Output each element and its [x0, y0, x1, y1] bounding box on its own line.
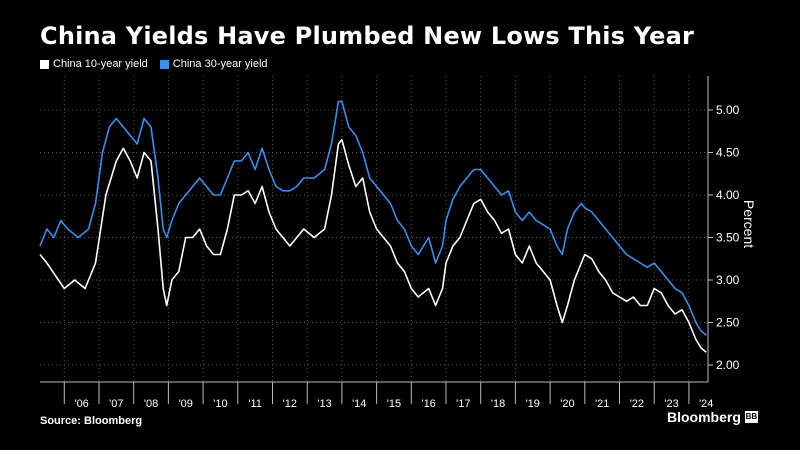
x-tick-label: '14	[352, 398, 366, 410]
y-tick-label: 2.50	[716, 316, 740, 330]
legend-swatch-30y	[159, 59, 169, 69]
y-tick-label: 4.00	[716, 188, 740, 202]
legend-swatch-10y	[40, 59, 49, 69]
legend-label-10y: China 10-year yield	[53, 58, 148, 70]
x-tick-label: '09	[179, 398, 193, 410]
x-tick-label: '06	[74, 398, 88, 410]
x-tick-label: '12	[283, 398, 297, 410]
x-tick-label: '11	[248, 398, 262, 410]
x-tick-label: '24	[699, 398, 713, 410]
y-tick-label: 2.00	[716, 358, 740, 372]
brand-mark-icon: BB	[744, 411, 758, 423]
x-tick-label: '10	[213, 398, 227, 410]
x-tick-label: '22	[630, 398, 644, 410]
legend-label-30y: China 30-year yield	[172, 58, 268, 70]
x-tick-label: '15	[387, 398, 401, 410]
series-line-30y	[39, 100, 707, 336]
x-tick-label: '21	[595, 398, 609, 410]
source-note: Source: Bloomberg	[40, 415, 143, 427]
legend: China 10-year yield China 30-year yield	[40, 58, 268, 70]
x-tick-label: '17	[456, 398, 470, 410]
x-tick-label: '18	[491, 398, 505, 410]
y-tick-label: 3.50	[716, 231, 740, 245]
x-tick-label: '16	[421, 398, 435, 410]
x-tick-label: '23	[664, 398, 678, 410]
brand-name: Bloomberg	[667, 409, 741, 425]
x-tick-label: '07	[109, 398, 123, 410]
brand-logo: Bloomberg BB	[667, 409, 758, 425]
y-tick-label: 3.00	[716, 273, 740, 287]
y-tick-label: 5.00	[716, 103, 740, 117]
legend-item-30y: China 30-year yield	[159, 58, 268, 70]
x-tick-label: '13	[317, 398, 331, 410]
x-tick-label: '19	[526, 398, 540, 410]
legend-item-10y: China 10-year yield	[40, 58, 148, 70]
y-axis-label: Percent	[741, 200, 757, 248]
x-tick-label: '20	[560, 398, 574, 410]
series-line-10y	[39, 138, 707, 353]
y-tick-label: 4.50	[716, 146, 740, 160]
x-tick-label: '08	[144, 398, 158, 410]
chart-title: China Yields Have Plumbed New Lows This …	[40, 22, 695, 50]
